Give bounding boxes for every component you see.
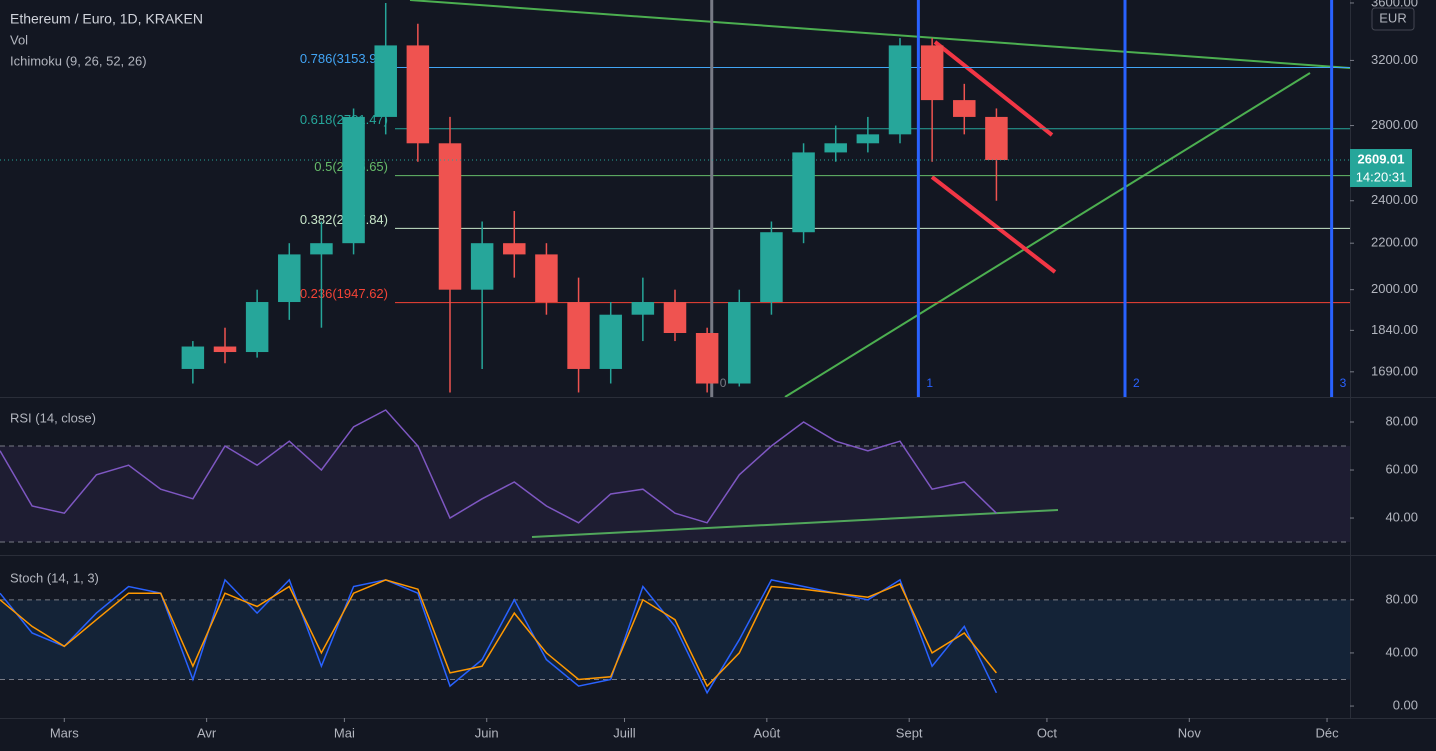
- indicator-label: Vol: [10, 32, 28, 47]
- x-tick-label: Avr: [197, 725, 217, 740]
- x-tick-label: Nov: [1178, 725, 1202, 740]
- fib-label: 0.786(3153.94): [300, 51, 388, 66]
- x-tick-label: Sept: [896, 725, 923, 740]
- candle-body: [888, 45, 912, 135]
- fib-label: 0.236(1947.62): [300, 286, 388, 301]
- y-tick-label: 80.00: [1385, 591, 1418, 606]
- band-fill: [0, 599, 1350, 680]
- y-tick-label: 40.00: [1385, 509, 1418, 524]
- candle-body: [728, 302, 751, 384]
- x-tick-label: Juill: [613, 725, 636, 740]
- x-tick-label: Déc: [1315, 725, 1339, 740]
- candle-body: [535, 254, 558, 303]
- x-tick-label: Mars: [50, 725, 79, 740]
- candle-body: [374, 45, 397, 117]
- x-tick-label: Mai: [334, 725, 355, 740]
- x-tick-label: Juin: [475, 725, 499, 740]
- y-tick-label: 2400.00: [1371, 192, 1418, 207]
- indicator-label: Ichimoku (9, 26, 52, 26): [10, 53, 147, 68]
- candle-body: [567, 302, 590, 369]
- candle-body: [278, 254, 301, 303]
- trend-line: [784, 72, 1311, 398]
- rsi-trend-line: [531, 509, 1059, 538]
- y-tick-label: 3600.00: [1371, 0, 1418, 9]
- y-tick-label: 60.00: [1385, 461, 1418, 476]
- currency: EUR: [1379, 10, 1406, 25]
- candle-body: [438, 143, 462, 290]
- last-price-box: [1350, 149, 1412, 188]
- candle-body: [181, 346, 205, 369]
- rsi-title: RSI (14, close): [10, 410, 96, 425]
- indicator-line: [0, 409, 997, 524]
- candle-body: [824, 143, 847, 153]
- y-tick-label: 2800.00: [1371, 117, 1418, 132]
- candle-body: [985, 116, 1008, 161]
- currency-box: [1371, 7, 1415, 31]
- y-tick-label: 2200.00: [1371, 235, 1418, 250]
- candle-body: [695, 333, 719, 384]
- x-tick-label: Août: [753, 725, 780, 740]
- channel-line: [933, 40, 1054, 137]
- indicator-line: [0, 579, 997, 688]
- candle-body: [470, 243, 494, 290]
- candle-body: [245, 302, 269, 353]
- stoch-title: Stoch (14, 1, 3): [10, 570, 99, 585]
- y-tick-label: 1690.00: [1371, 363, 1418, 378]
- cycle-label: 0: [720, 376, 727, 390]
- cycle-label: 3: [1340, 376, 1347, 390]
- y-tick-label: 80.00: [1385, 413, 1418, 428]
- y-tick-label: 0.00: [1393, 697, 1418, 712]
- channel-line: [930, 175, 1057, 274]
- y-tick-label: 3200.00: [1371, 52, 1418, 67]
- last-price: 2609.01: [1358, 151, 1405, 166]
- candle-body: [599, 314, 622, 369]
- candle-body: [631, 302, 655, 315]
- cycle-label: 2: [1133, 376, 1140, 390]
- y-tick-label: 2000.00: [1371, 281, 1418, 296]
- candle-body: [342, 116, 365, 244]
- candle-body: [663, 302, 687, 334]
- trend-line: [409, 0, 1351, 69]
- candle-body: [856, 134, 880, 144]
- candle-body: [503, 243, 526, 255]
- candle-body: [760, 232, 783, 303]
- y-tick-label: 40.00: [1385, 644, 1418, 659]
- y-tick-label: 1840.00: [1371, 322, 1418, 337]
- candle-body: [792, 152, 815, 233]
- candle-body: [406, 45, 430, 144]
- chart-title: Ethereum / Euro, 1D, KRAKEN: [10, 11, 203, 27]
- x-tick-label: Oct: [1037, 725, 1058, 740]
- band-fill: [0, 446, 1350, 543]
- candle-body: [953, 100, 976, 117]
- countdown: 14:20:31: [1356, 169, 1407, 184]
- candle-body: [213, 346, 237, 353]
- candle-body: [920, 45, 944, 101]
- candle-body: [310, 243, 333, 255]
- cycle-label: 1: [926, 376, 933, 390]
